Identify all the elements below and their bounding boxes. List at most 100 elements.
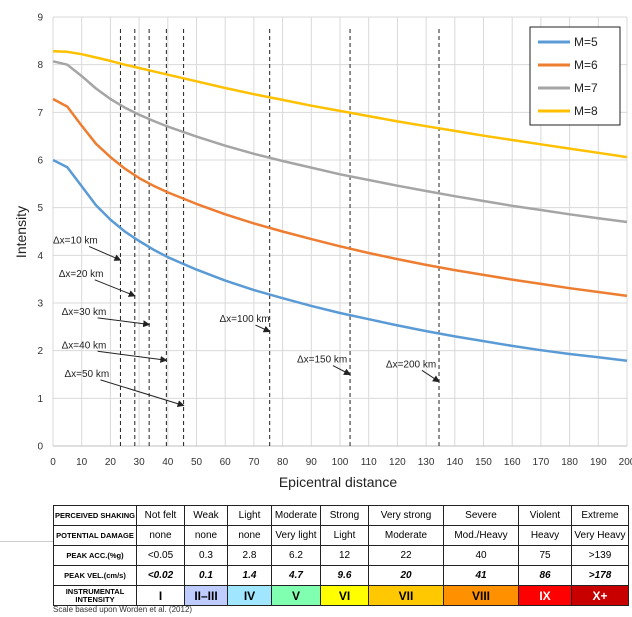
table-cell: 20 [368, 565, 444, 586]
table-cell: Very light [271, 525, 321, 546]
row-header: PERCEIVED SHAKING [53, 505, 137, 526]
table-cell: Light [320, 525, 369, 546]
y-tick-label: 7 [37, 108, 43, 119]
y-tick-label: 3 [37, 299, 43, 310]
table-cell: 2.8 [227, 545, 272, 566]
annotation-arrow [94, 279, 136, 297]
table-cell: 12 [320, 545, 369, 566]
scale-row-shaking: PERCEIVED SHAKING Not felt Weak Light Modera… [53, 505, 629, 526]
scale-row-vel: PEAK VEL.(cm/s) <0.02 0.1 1.4 4.7 9.6 20 41 86 >1… [53, 565, 629, 586]
row-header: INSTRUMENTAL INTENSITY [53, 585, 137, 606]
table-cell: 86 [518, 565, 572, 586]
table-cell: Moderate [368, 525, 444, 546]
series-line-m6 [52, 97, 628, 298]
x-axis-title: Epicentral distance [279, 474, 398, 490]
series-line-m5 [52, 158, 628, 362]
annotation-arrow [97, 317, 151, 328]
annotation-arrow [421, 369, 440, 383]
annotation-label: Δx=30 km [62, 307, 107, 318]
annotation-arrow [255, 324, 271, 333]
table-cell: Extreme [571, 505, 629, 526]
table-cell: 1.4 [227, 565, 272, 586]
y-tick-label: 0 [37, 442, 43, 453]
x-tick-label: 30 [134, 457, 146, 468]
legend: M=5 M=6 M=7 M=8 [529, 26, 621, 126]
y-tick-label: 9 [37, 13, 43, 24]
table-cell: I [136, 585, 185, 606]
table-cell: Very strong [368, 505, 444, 526]
annotation-label: Δx=40 km [62, 340, 107, 351]
x-tick-label: 0 [50, 457, 56, 468]
table-cell: <0.02 [136, 565, 185, 586]
row-header: POTENTIAL DAMAGE [53, 525, 137, 546]
legend-label: M=7 [574, 81, 598, 95]
table-cell: 6.2 [271, 545, 321, 566]
intensity-scale-table: PERCEIVED SHAKING Not felt Weak Light Modera… [53, 505, 629, 606]
table-cell: Moderate [271, 505, 321, 526]
table-cell: Violent [518, 505, 572, 526]
y-tick-label: 5 [37, 203, 43, 214]
x-tick-label: 120 [389, 457, 406, 468]
table-cell: 22 [368, 545, 444, 566]
x-tick-label: 190 [590, 457, 607, 468]
series-line-m8 [52, 50, 628, 159]
annotation-label: Δx=50 km [64, 369, 109, 380]
row-header: PEAK ACC.(%g) [53, 545, 137, 566]
table-cell: Light [227, 505, 272, 526]
scale-row-inst: INSTRUMENTAL INTENSITY I II–III IV V VI VII VII… [53, 585, 629, 606]
table-cell: <0.05 [136, 545, 185, 566]
table-cell: VIII [443, 585, 519, 606]
table-cell: 4.7 [271, 565, 321, 586]
table-cell: 41 [443, 565, 519, 586]
table-cell: Mod./Heavy [443, 525, 519, 546]
x-tick-label: 130 [418, 457, 435, 468]
annotation-label: Δx=20 km [59, 269, 104, 280]
x-tick-label: 140 [446, 457, 463, 468]
x-tick-label: 80 [277, 457, 289, 468]
table-cell: II–III [184, 585, 228, 606]
scale-row-damage: POTENTIAL DAMAGE none none none Very light Li… [53, 525, 629, 546]
legend-label: M=5 [574, 35, 598, 49]
table-cell: Very Heavy [571, 525, 629, 546]
table-cell: Severe [443, 505, 519, 526]
table-cell: 75 [518, 545, 572, 566]
annotation-arrow [100, 379, 185, 408]
table-cell: >139 [571, 545, 629, 566]
x-tick-label: 170 [533, 457, 550, 468]
x-tick-label: 90 [306, 457, 318, 468]
table-cell: 9.6 [320, 565, 369, 586]
legend-label: M=6 [574, 58, 598, 72]
y-tick-label: 8 [37, 60, 43, 71]
table-cell: Weak [184, 505, 228, 526]
table-cell: 0.3 [184, 545, 228, 566]
table-cell: VII [368, 585, 444, 606]
annotation-label: Δx=200 km [386, 359, 436, 370]
y-tick-label: 2 [37, 346, 43, 357]
table-cell: Heavy [518, 525, 572, 546]
table-cell: VI [320, 585, 369, 606]
y-tick-label: 1 [37, 394, 43, 405]
table-cell: Not felt [136, 505, 185, 526]
y-tick-label: 6 [37, 156, 43, 167]
x-tick-label: 150 [475, 457, 492, 468]
annotation-label: Δx=100 km [219, 314, 269, 325]
x-tick-label: 110 [361, 457, 377, 468]
annotation-label: Δx=10 km [53, 235, 98, 246]
table-cell: IX [518, 585, 572, 606]
annotations: Δx=10 km Δx=20 km Δx=30 km Δx=40 km Δx=50 km… [53, 235, 440, 408]
annotation-arrow [332, 365, 351, 375]
row-header: PEAK VEL.(cm/s) [53, 565, 137, 586]
x-tick-label: 180 [561, 457, 578, 468]
x-tick-label: 10 [76, 457, 88, 468]
series-lines [52, 50, 628, 362]
x-tick-label: 100 [332, 457, 349, 468]
separator-line [0, 541, 53, 542]
table-cell: 0.1 [184, 565, 228, 586]
y-tick-label: 4 [37, 251, 43, 262]
x-tick-label: 60 [220, 457, 232, 468]
x-tick-label: 200 [619, 457, 632, 468]
x-tick-label: 20 [105, 457, 117, 468]
series-line-m7 [52, 60, 628, 224]
table-cell: 40 [443, 545, 519, 566]
table-cell: none [227, 525, 272, 546]
